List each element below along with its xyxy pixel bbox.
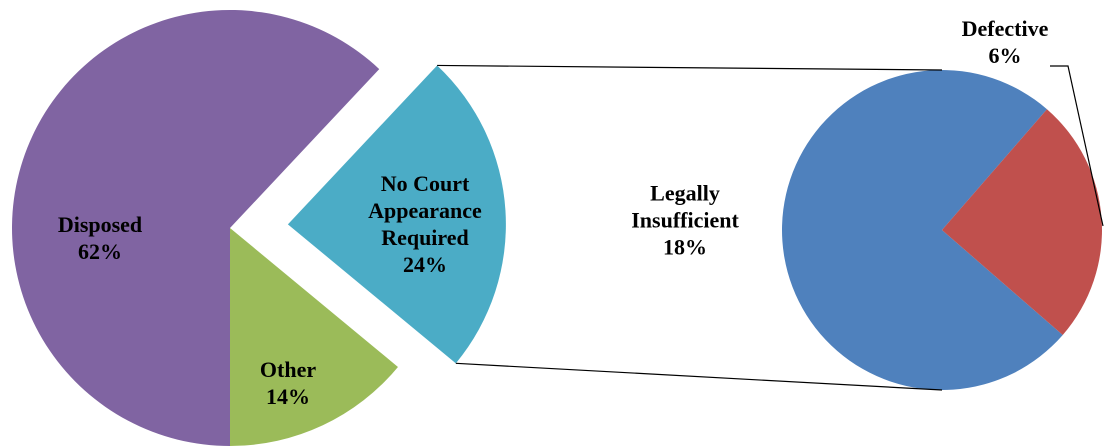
category-label: Other xyxy=(259,357,317,382)
value-label: 18% xyxy=(663,234,707,260)
category-label: Disposed xyxy=(57,212,143,237)
pie-slice xyxy=(782,69,1063,391)
connector-line xyxy=(455,362,943,391)
data-label: No Court Appearance Required 24% xyxy=(345,170,505,278)
value-label: 6% xyxy=(988,43,1022,68)
leader-line xyxy=(1050,65,1104,227)
pie-slice xyxy=(942,109,1102,335)
value-label: 24% xyxy=(403,252,447,277)
data-label: Other 14% xyxy=(228,356,348,410)
category-label: Defective xyxy=(961,16,1049,41)
value-label: 62% xyxy=(78,239,122,264)
data-label: Defective 6% xyxy=(940,15,1070,69)
connector-line xyxy=(437,64,943,71)
data-label: Disposed 62% xyxy=(20,211,180,265)
pie-slice xyxy=(230,228,398,446)
category-label: Legally Insufficient xyxy=(631,180,739,233)
pie-slice xyxy=(12,9,380,447)
data-label: Legally Insufficient 18% xyxy=(595,180,775,261)
category-label: No Court Appearance Required xyxy=(368,171,482,250)
pie-slice xyxy=(287,65,506,364)
value-label: 14% xyxy=(266,384,310,409)
